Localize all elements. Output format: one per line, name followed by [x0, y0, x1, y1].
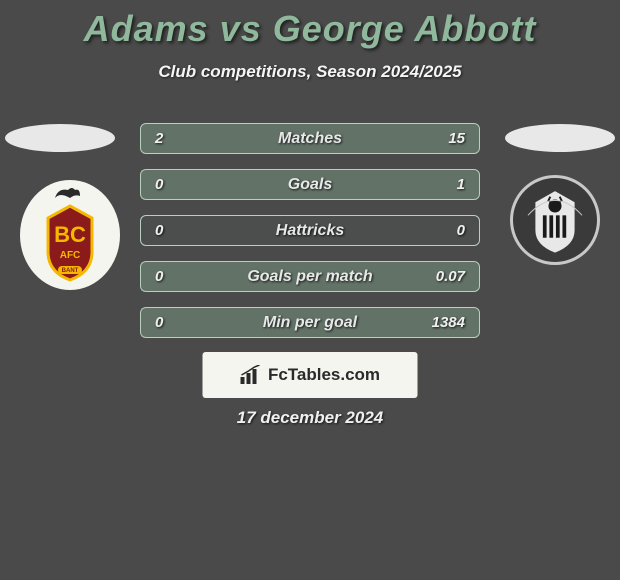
- club-badge-right: [510, 175, 600, 265]
- stat-left-value: 0: [155, 176, 163, 193]
- stat-label: Goals per match: [247, 268, 372, 286]
- player-face-right: [505, 124, 615, 152]
- svg-text:AFC: AFC: [60, 250, 81, 261]
- stat-row: 0 Goals per match 0.07: [140, 261, 480, 292]
- stats-table: 2 Matches 15 0 Goals 1 0 Hattricks 0 0 Goals per m…: [140, 123, 480, 353]
- logo-text: FcTables.com: [268, 365, 380, 385]
- fctables-logo[interactable]: FcTables.com: [203, 352, 418, 398]
- page-title: Adams vs George Abbott: [0, 0, 620, 50]
- stat-left-value: 2: [155, 130, 163, 147]
- stat-right-value: 1: [457, 176, 465, 193]
- stat-left-value: 0: [155, 222, 163, 239]
- date-text: 17 december 2024: [237, 408, 384, 428]
- stat-row: 0 Hattricks 0: [140, 215, 480, 246]
- stat-label: Min per goal: [263, 314, 357, 332]
- svg-text:BC: BC: [54, 222, 86, 247]
- stat-right-value: 0: [457, 222, 465, 239]
- club-badge-left: BC AFC BANT: [20, 180, 120, 290]
- svg-text:BANT: BANT: [62, 268, 79, 274]
- stat-label: Goals: [288, 176, 332, 194]
- stat-left-value: 0: [155, 314, 163, 331]
- subtitle: Club competitions, Season 2024/2025: [0, 62, 620, 82]
- chart-icon: [240, 365, 262, 385]
- stat-right-value: 0.07: [436, 268, 465, 285]
- notts-badge-icon: [513, 178, 597, 262]
- stat-row: 0 Min per goal 1384: [140, 307, 480, 338]
- player-face-left: [5, 124, 115, 152]
- stat-row: 0 Goals 1: [140, 169, 480, 200]
- stat-label: Hattricks: [276, 222, 344, 240]
- stat-row: 2 Matches 15: [140, 123, 480, 154]
- stat-label: Matches: [278, 130, 342, 148]
- bradford-badge-icon: BC AFC BANT: [20, 180, 120, 290]
- stat-right-value: 1384: [432, 314, 465, 331]
- stat-left-value: 0: [155, 268, 163, 285]
- stat-right-value: 15: [448, 130, 465, 147]
